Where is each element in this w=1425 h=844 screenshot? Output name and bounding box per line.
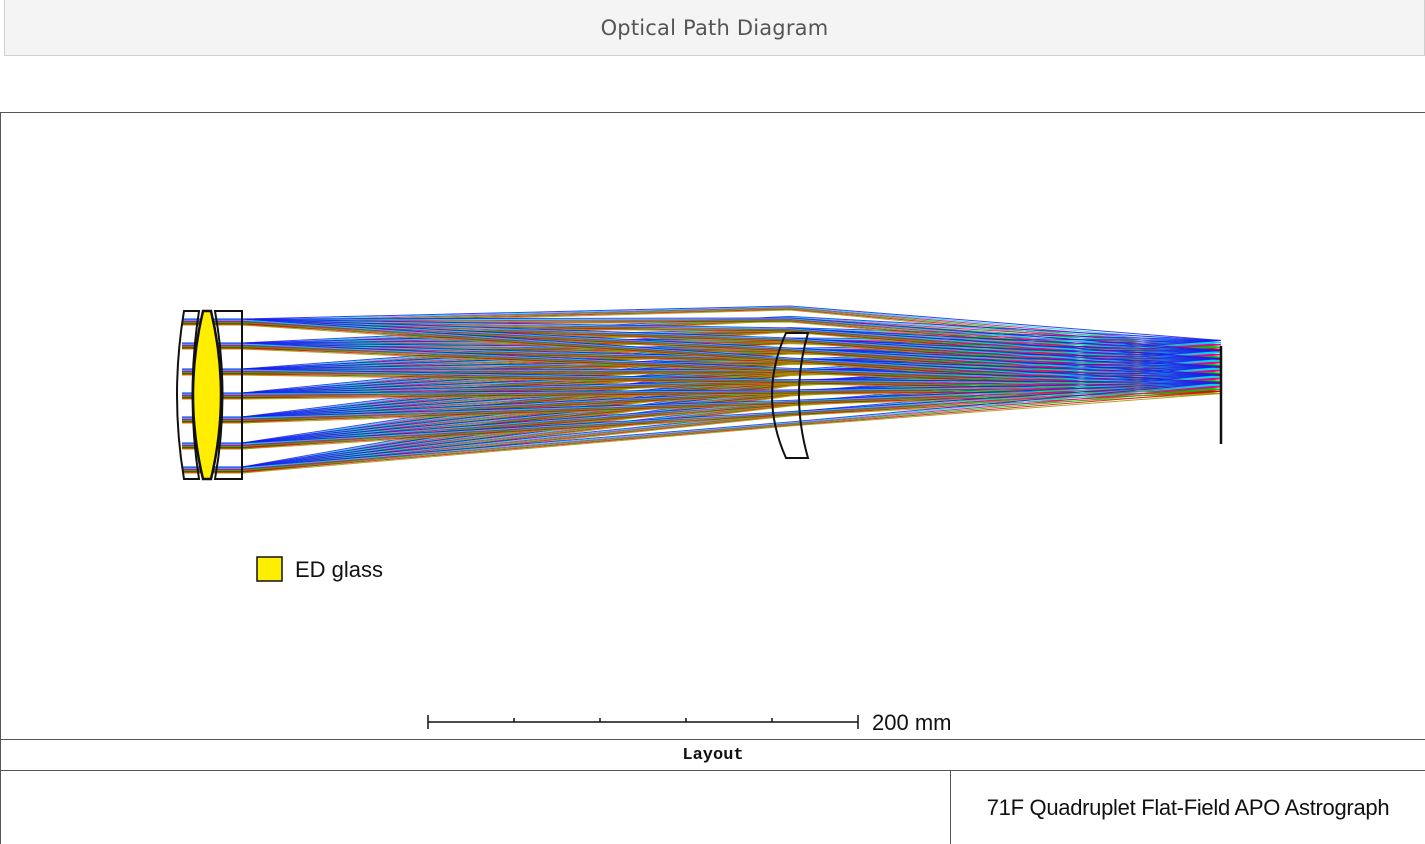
footer-left-cell [0, 771, 951, 844]
layout-label: Layout [682, 745, 744, 765]
layout-label-row: Layout [0, 739, 1425, 771]
ray-traces [182, 305, 1222, 474]
front-meniscus-icon [176, 310, 201, 480]
header-bar: Optical Path Diagram [4, 0, 1425, 56]
legend: ED glass [256, 556, 383, 582]
legend-label: ED glass [295, 557, 383, 582]
product-name: 71F Quadruplet Flat-Field APO Astrograph [986, 794, 1390, 820]
ed-glass-swatch [256, 556, 283, 582]
layout-frame [0, 112, 1425, 844]
rear-element-icon [213, 310, 243, 480]
footer-right-cell: 71F Quadruplet Flat-Field APO Astrograph [951, 771, 1425, 844]
objective-lens-group [176, 309, 243, 481]
page-title: Optical Path Diagram [600, 15, 829, 40]
scale-bar-label: 200 mm [872, 710, 951, 735]
optical-layout-diagram: ED glass 200 mm [176, 305, 1223, 735]
scale-bar: 200 mm [427, 710, 951, 735]
field-flattener-icon [771, 332, 810, 459]
ed-biconvex-lens-icon [191, 309, 223, 481]
